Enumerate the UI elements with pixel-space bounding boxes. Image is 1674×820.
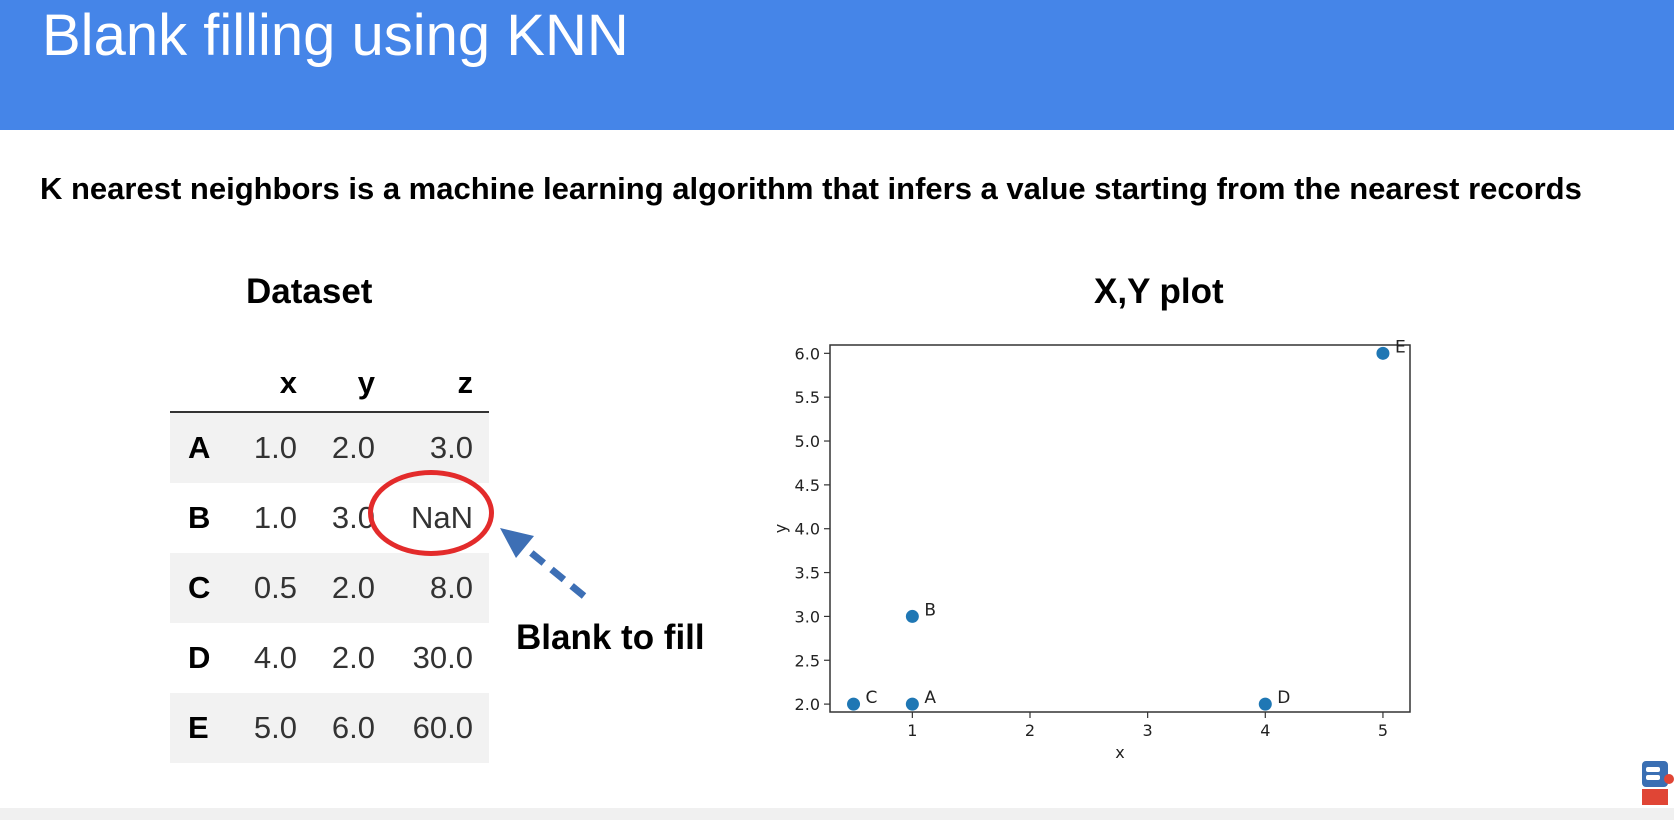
point-label-a: A [924, 688, 936, 708]
cell-y: 3.0 [331, 500, 375, 535]
logo-db-stripe-bottom [1646, 775, 1660, 780]
brand-logo-icon [1640, 757, 1674, 805]
y-tick-label: 2.5 [795, 651, 820, 670]
cell-x: 0.5 [253, 570, 297, 605]
y-tick-label: 5.0 [795, 432, 820, 451]
cell-x: 5.0 [253, 710, 297, 745]
table-row: C 0.5 2.0 8.0 [170, 553, 489, 623]
table-header-row: x y z [170, 355, 489, 412]
point-label-d: D [1277, 688, 1290, 708]
table-row: A 1.0 2.0 3.0 [170, 412, 489, 483]
slide-title: Blank filling using KNN [42, 3, 629, 68]
y-tick-label: 6.0 [795, 344, 820, 363]
x-axis-label: x [1115, 743, 1124, 762]
arrow-shaft [515, 539, 587, 599]
cell-y: 2.0 [331, 640, 375, 675]
footer-strip [0, 808, 1674, 820]
x-tick-label: 1 [907, 721, 917, 740]
dataset-title: Dataset [246, 272, 373, 311]
plot-title: X,Y plot [1094, 272, 1224, 311]
y-tick-label: 2.0 [795, 695, 820, 714]
row-label: E [188, 710, 209, 745]
row-label: D [188, 640, 211, 675]
y-tick-label: 3.5 [795, 564, 820, 583]
logo-red-dot [1664, 774, 1674, 784]
row-label: A [188, 430, 211, 465]
table-row: D 4.0 2.0 30.0 [170, 623, 489, 693]
logo-top-block [1642, 761, 1668, 787]
cell-y: 6.0 [331, 710, 375, 745]
cell-z: 60.0 [412, 710, 473, 745]
point-label-e: E [1395, 337, 1406, 357]
scatter-point-b [905, 609, 919, 623]
table-row: E 5.0 6.0 60.0 [170, 693, 489, 763]
y-tick-label: 4.5 [795, 476, 820, 495]
logo-bottom-block [1642, 789, 1668, 805]
x-tick-label: 5 [1378, 721, 1388, 740]
intro-text: K nearest neighbors is a machine learnin… [40, 171, 1582, 206]
cell-z: 8.0 [429, 570, 473, 605]
logo-db-stripe-top [1646, 767, 1660, 772]
cell-z: 30.0 [412, 640, 473, 675]
scatter-point-a [905, 697, 919, 711]
row-label: B [188, 500, 211, 535]
x-tick-label: 2 [1025, 721, 1035, 740]
y-tick-label: 5.5 [795, 388, 820, 407]
y-tick-label: 3.0 [795, 607, 820, 626]
plot-frame [829, 344, 1411, 713]
xy-scatter-plot: 1 2 3 4 5 2.0 2.5 3.0 3.5 4.0 4.5 5.0 5.5 6.0 x y A B C D E [771, 337, 1411, 762]
row-label: C [188, 570, 211, 605]
blank-to-fill-label: Blank to fill [516, 618, 705, 657]
column-header-z: z [457, 365, 474, 400]
dataset-table: x y z A 1.0 2.0 3.0 B 1.0 3.0 NaN C 0.5 … [170, 355, 489, 763]
y-tick-label: 4.0 [795, 520, 820, 539]
cell-x: 1.0 [253, 500, 297, 535]
cell-z: 3.0 [429, 430, 473, 465]
column-header-x: x [279, 365, 297, 400]
slide-header: Blank filling using KNN [0, 0, 1674, 130]
dashed-arrow-icon [500, 528, 587, 599]
scatter-point-d [1258, 697, 1272, 711]
column-header-y: y [357, 365, 375, 400]
cell-x: 1.0 [253, 430, 297, 465]
cell-x: 4.0 [253, 640, 297, 675]
arrow-head [500, 528, 534, 558]
point-label-c: C [866, 688, 878, 708]
cell-y: 2.0 [331, 430, 375, 465]
dataset-table-wrapper: x y z A 1.0 2.0 3.0 B 1.0 3.0 NaN C 0.5 … [170, 355, 489, 763]
x-tick-label: 4 [1260, 721, 1270, 740]
y-axis-label: y [771, 524, 790, 533]
scatter-point-c [847, 697, 861, 711]
nan-highlight-circle [368, 470, 494, 556]
index-header [170, 355, 222, 412]
x-tick-label: 3 [1143, 721, 1153, 740]
point-label-b: B [924, 600, 936, 620]
cell-y: 2.0 [331, 570, 375, 605]
scatter-point-e [1376, 346, 1390, 360]
